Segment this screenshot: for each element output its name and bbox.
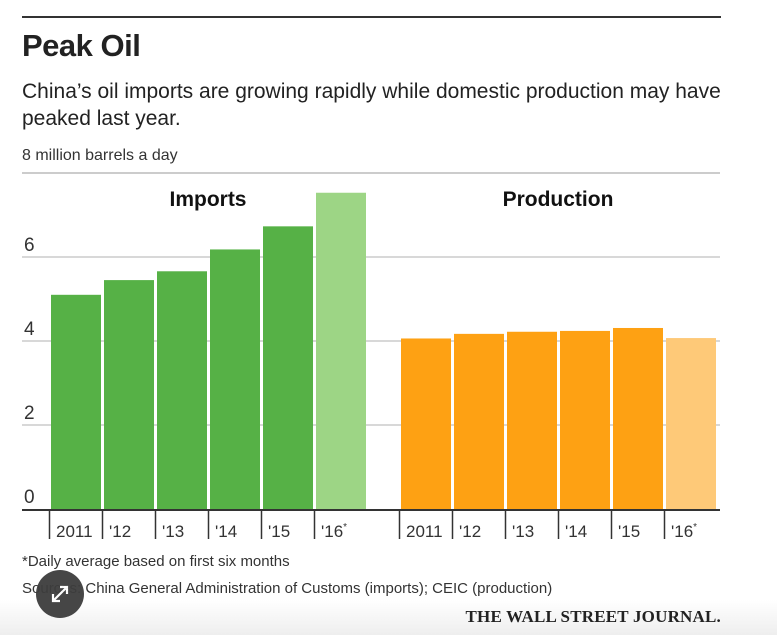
footnote: *Daily average based on first six months xyxy=(22,553,290,570)
bar-imports xyxy=(157,271,207,509)
page-title: Peak Oil xyxy=(22,28,141,63)
series-title-production: Production xyxy=(503,188,614,211)
y-tick-label: 2 xyxy=(24,403,35,424)
expand-button[interactable] xyxy=(36,570,84,618)
bar-production xyxy=(507,331,557,509)
x-tick-label: '13 xyxy=(512,522,534,541)
x-tick-label: 2011 xyxy=(406,522,443,541)
y-tick-label: 4 xyxy=(24,319,35,340)
top-rule xyxy=(22,16,721,18)
bar-production xyxy=(613,327,663,509)
x-tick-label: '12 xyxy=(109,522,131,541)
bar-imports xyxy=(316,192,366,510)
bar-imports xyxy=(210,249,260,509)
bar-imports xyxy=(104,280,154,509)
x-tick-label: 2011 xyxy=(56,522,93,541)
chart-subtitle: China’s oil imports are growing rapidly … xyxy=(22,80,721,130)
bar-chart: 0 2 4 6 2011 '12 '13 '14 '15 '16* Imports 2011 '12 '1… xyxy=(22,172,720,541)
brand-logo: THE WALL STREET JOURNAL. xyxy=(465,607,721,626)
y-tick-label: 0 xyxy=(24,487,35,508)
bar-production xyxy=(454,333,504,509)
bar-imports xyxy=(263,226,313,509)
x-tick-label: '12 xyxy=(459,522,481,541)
bar-production xyxy=(560,330,610,509)
x-tick-label: '13 xyxy=(162,522,184,541)
bar-production xyxy=(401,338,451,509)
x-tick-label: '15 xyxy=(268,522,290,541)
source-note: Sources: China General Administration of… xyxy=(22,580,553,597)
bar-production xyxy=(666,338,716,509)
x-tick-label: '15 xyxy=(618,522,640,541)
y-tick-label: 6 xyxy=(24,235,35,256)
bar-imports xyxy=(51,294,101,509)
x-tick-label: '16* xyxy=(321,522,347,541)
unit-label: 8 million barrels a day xyxy=(22,147,178,164)
expand-icon xyxy=(51,585,69,603)
x-tick-label: '14 xyxy=(215,522,237,541)
series-title-imports: Imports xyxy=(169,188,246,211)
bottom-bar xyxy=(0,600,777,635)
x-tick-label: '16* xyxy=(671,522,697,541)
asterisk: * xyxy=(693,522,697,533)
asterisk: * xyxy=(343,522,347,533)
x-tick-label: '14 xyxy=(565,522,587,541)
